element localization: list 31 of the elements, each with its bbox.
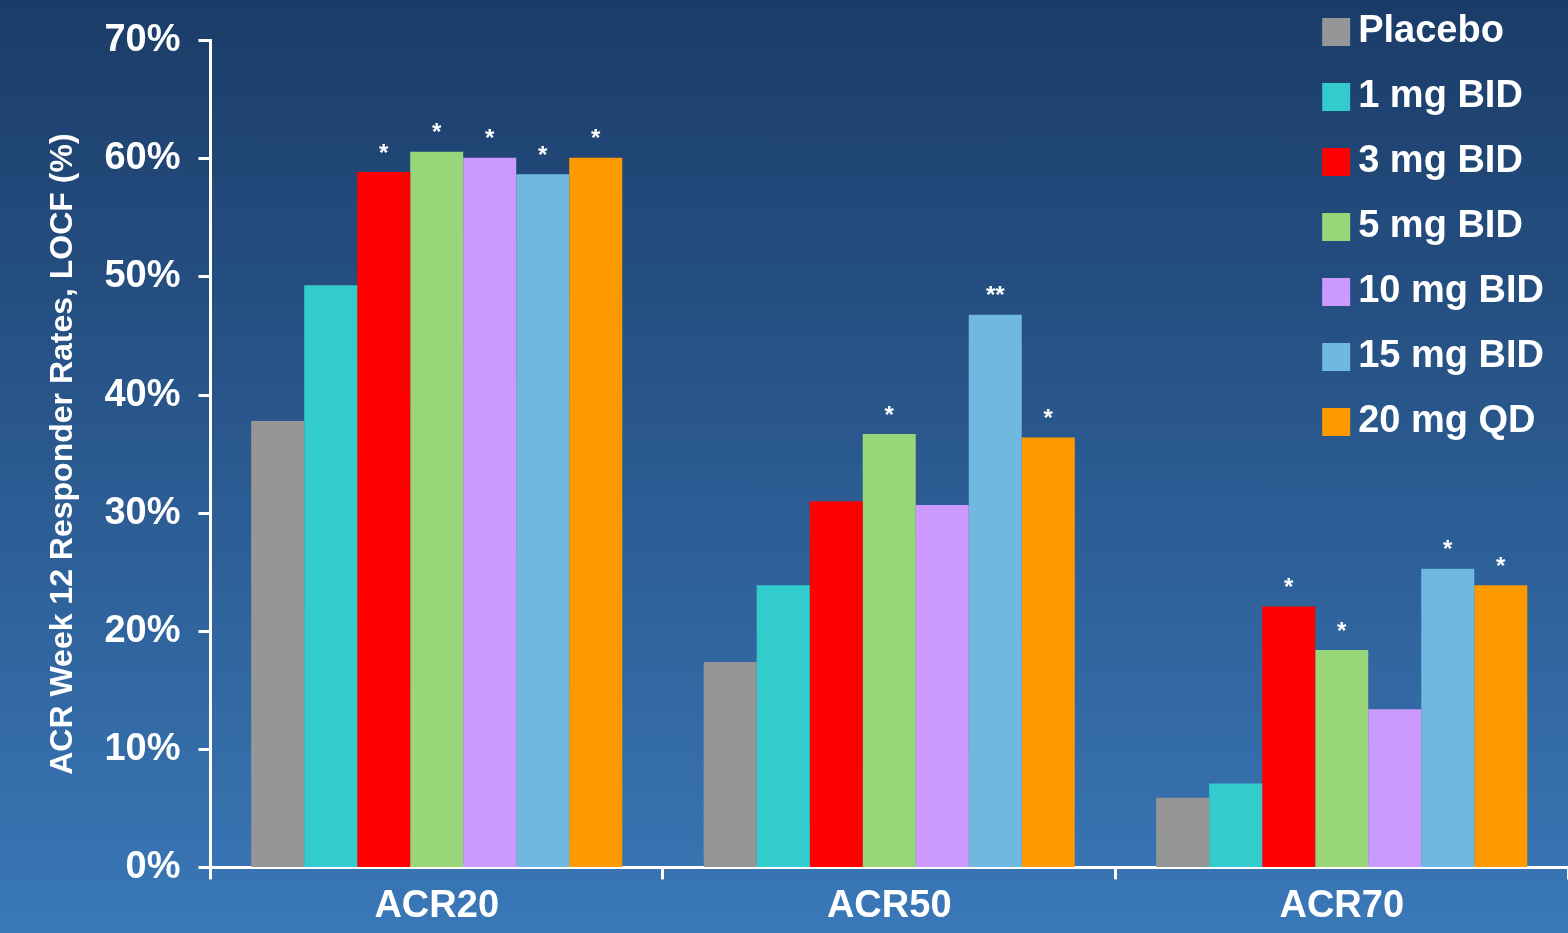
legend-label: 15 mg BID: [1358, 333, 1544, 376]
data-label: *: [538, 140, 549, 168]
y-tick-label: 50%: [104, 253, 181, 296]
y-tick-label: 0%: [125, 843, 181, 886]
legend-label: 1 mg BID: [1358, 73, 1523, 116]
data-label: *: [884, 400, 895, 428]
y-axis-title: ACR Week 12 Responder Rates, LOCF (%): [43, 133, 80, 775]
data-label: **: [985, 281, 1006, 309]
legend-label: 5 mg BID: [1358, 203, 1523, 246]
data-label: *: [1443, 535, 1454, 563]
data-label: *: [485, 124, 496, 152]
legend-label: 10 mg BID: [1358, 268, 1544, 311]
data-label: *: [379, 138, 390, 166]
data-label: *: [1284, 573, 1295, 601]
y-tick-label: 60%: [104, 135, 181, 178]
y-tick-label: 10%: [104, 725, 181, 768]
y-tick-label: 20%: [104, 607, 181, 650]
legend-label: 3 mg BID: [1358, 138, 1523, 181]
x-tick-label: ACR50: [826, 882, 952, 925]
data-label: *: [432, 118, 443, 146]
legend-label: Placebo: [1358, 8, 1504, 51]
x-tick-label: ACR70: [1279, 882, 1405, 925]
y-tick-label: 40%: [104, 371, 181, 414]
data-label: *: [1337, 616, 1348, 644]
legend-label: 20 mg QD: [1358, 398, 1536, 441]
y-tick-label: 30%: [104, 489, 181, 532]
data-label: *: [591, 124, 602, 152]
y-tick-label: 70%: [104, 17, 181, 60]
data-label: *: [1043, 404, 1054, 432]
x-tick-label: ACR20: [374, 882, 500, 925]
data-label: *: [1496, 551, 1507, 579]
